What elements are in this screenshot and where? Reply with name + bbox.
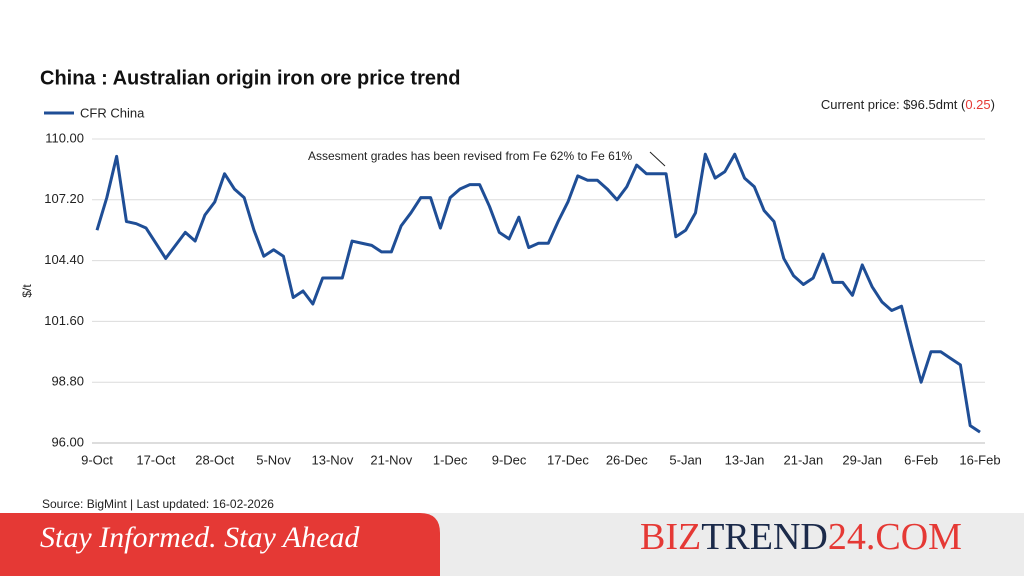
x-tick-label: 16-Feb <box>959 452 1000 467</box>
x-tick-label: 6-Feb <box>904 452 938 467</box>
source: Source: BigMint | Last updated: 16-02-20… <box>42 497 274 511</box>
x-tick-label: 13-Nov <box>312 452 354 467</box>
legend-entry: CFR China <box>80 105 145 120</box>
annotation-leader <box>649 151 666 167</box>
x-tick-label: 21-Jan <box>784 452 824 467</box>
series-line <box>95 152 981 434</box>
y-tick-label: 110.00 <box>45 130 84 145</box>
y-axis-label: $/t <box>20 284 34 298</box>
x-tick-label: 5-Nov <box>256 452 291 467</box>
y-tick-label: 104.40 <box>44 252 84 267</box>
x-tick-label: 13-Jan <box>725 452 765 467</box>
y-tick-label: 101.60 <box>44 313 84 328</box>
brand-part: TREND <box>701 516 828 558</box>
current-close: ) <box>991 97 995 112</box>
x-tick-label: 17-Dec <box>547 452 589 467</box>
banner-red <box>0 513 440 576</box>
y-tick-label: 98.80 <box>51 374 84 389</box>
x-tick-label: 21-Nov <box>370 452 412 467</box>
x-tick-label: 9-Oct <box>81 452 113 467</box>
y-tick-label: 96.00 <box>51 434 84 449</box>
x-tick-label: 26-Dec <box>606 452 648 467</box>
x-tick-label: 5-Jan <box>669 452 702 467</box>
current-price: Current price: $96.5dmt (0.25) <box>821 97 995 112</box>
brand-part: 24.COM <box>828 516 962 558</box>
x-tick-label: 17-Oct <box>136 452 175 467</box>
current-price-text: Current price: $96.5dmt ( <box>821 97 966 112</box>
brand-part: BIZ <box>640 516 701 558</box>
brand: BIZTREND24.COM <box>640 516 962 558</box>
x-tick-label: 28-Oct <box>195 452 234 467</box>
chart-title: China : Australian origin iron ore price… <box>40 67 460 89</box>
tagline: Stay Informed. Stay Ahead <box>40 521 360 554</box>
x-tick-label: 1-Dec <box>433 452 468 467</box>
current-change: 0.25 <box>965 97 990 112</box>
annotation: Assesment grades has been revised from F… <box>308 149 632 163</box>
y-tick-label: 107.20 <box>44 191 84 206</box>
x-tick-label: 29-Jan <box>842 452 882 467</box>
x-tick-label: 9-Dec <box>492 452 527 467</box>
